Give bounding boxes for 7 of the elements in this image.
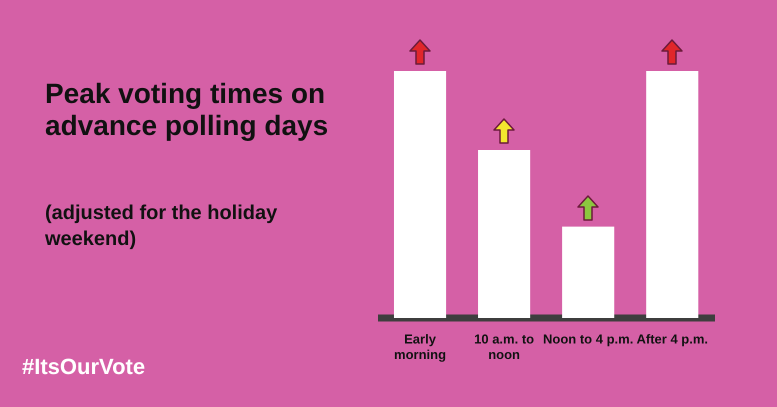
text: Peak voting times on advance polling days: [45, 78, 330, 142]
x-tick-label: After 4 p.m.: [636, 331, 708, 346]
text: #ItsOurVote: [22, 354, 146, 380]
x-tick-label: Noon to 4 p.m.: [543, 331, 634, 346]
x-tick-label: 10 a.m. to noon: [474, 331, 534, 362]
x-tick-label: Early morning: [394, 331, 446, 362]
text: (adjusted for the holiday weekend): [45, 201, 278, 252]
